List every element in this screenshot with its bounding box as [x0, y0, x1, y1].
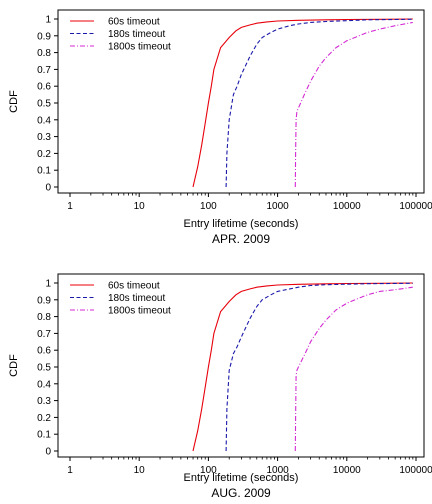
y-tick-label: 0.3 — [37, 132, 51, 143]
y-tick-label: 0.4 — [37, 379, 51, 390]
plot-frame — [57, 273, 425, 458]
legend-label: 60s timeout — [108, 281, 160, 292]
legend-label: 1800s timeout — [108, 306, 171, 317]
x-tick-label: 100 — [200, 465, 217, 476]
y-tick-label: 0.3 — [37, 396, 51, 407]
x-tick-label: 10000 — [333, 465, 361, 476]
x-tick-label: 100000 — [399, 201, 432, 212]
legend-label: 60s timeout — [108, 17, 160, 28]
y-tick-label: 0.6 — [37, 82, 51, 93]
y-axis-label: CDF — [8, 354, 20, 377]
chart-panel-1: 0 0.1 0.2 0.3 0.4 0.5 0.6 0.7 0.8 0.9 1 1 10 100 1000 1… — [8, 9, 432, 246]
legend-label: 1800s timeout — [108, 42, 171, 53]
y-tick-label: 0.4 — [37, 115, 51, 126]
panel-caption: AUG. 2009 — [211, 486, 271, 500]
y-tick-label: 0.5 — [37, 99, 51, 110]
y-tick-label: 1 — [45, 279, 51, 290]
x-tick-label: 10000 — [333, 201, 361, 212]
series-line-2 — [225, 282, 413, 452]
x-tick-label: 100000 — [399, 465, 432, 476]
x-tick-label: 10 — [134, 465, 146, 476]
y-tick-label: 0.1 — [37, 430, 51, 441]
y-tick-label: 0 — [45, 447, 51, 458]
y-tick-label: 0.9 — [37, 31, 51, 42]
x-axis-label: Entry lifetime (seconds) — [184, 218, 299, 230]
y-tick-label: 0 — [45, 183, 51, 194]
x-axis-label: Entry lifetime (seconds) — [184, 472, 299, 484]
y-tick-label: 0.6 — [37, 346, 51, 357]
y-tick-label: 0.2 — [37, 149, 51, 160]
y-tick-label: 0.8 — [37, 48, 51, 59]
series-line-2 — [225, 18, 413, 188]
series-line-1 — [192, 18, 413, 188]
x-tick-label: 1000 — [266, 465, 289, 476]
legend-label: 180s timeout — [108, 293, 165, 304]
chart-panel-2: 0 0.1 0.2 0.3 0.4 0.5 0.6 0.7 0.8 0.9 1 1 10 100 1000 1… — [8, 273, 432, 500]
y-tick-label: 0.5 — [37, 363, 51, 374]
legend-label: 180s timeout — [108, 29, 165, 40]
y-tick-label: 0.7 — [37, 329, 51, 340]
series-line-1 — [192, 282, 413, 452]
plot-frame — [57, 9, 425, 194]
series-line-3 — [294, 21, 413, 188]
y-tick-label: 0.2 — [37, 413, 51, 424]
series-line-3 — [294, 286, 413, 452]
x-tick-label: 100 — [200, 201, 217, 212]
y-tick-label: 0.9 — [37, 295, 51, 306]
y-tick-label: 1 — [45, 15, 51, 26]
x-tick-label: 1 — [67, 465, 73, 476]
x-tick-label: 10 — [134, 201, 146, 212]
y-tick-label: 0.1 — [37, 166, 51, 177]
y-axis-label: CDF — [8, 90, 20, 113]
x-tick-label: 1000 — [266, 201, 289, 212]
y-tick-label: 0.7 — [37, 65, 51, 76]
panel-caption: APR. 2009 — [212, 232, 270, 246]
y-tick-label: 0.8 — [37, 312, 51, 323]
x-tick-label: 1 — [67, 201, 73, 212]
